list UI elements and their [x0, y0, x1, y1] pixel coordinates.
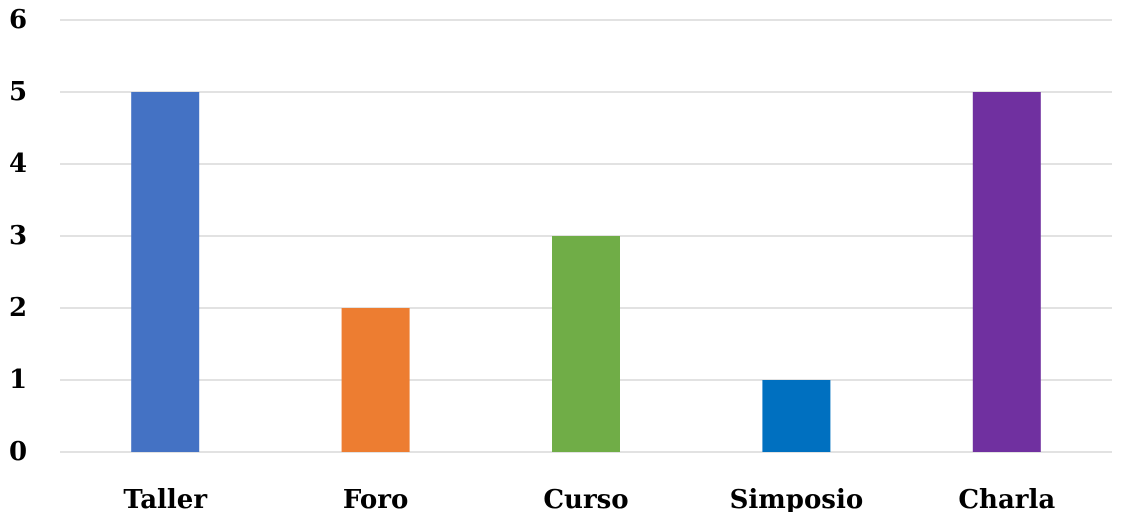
y-tick-label: 2 — [9, 293, 27, 323]
y-tick-label: 5 — [9, 77, 27, 107]
y-tick-label: 0 — [9, 437, 27, 467]
x-category-label: Simposio — [730, 485, 864, 512]
bar-curso — [552, 236, 620, 452]
y-tick-label: 4 — [9, 149, 27, 179]
x-category-label: Taller — [123, 485, 207, 512]
x-category-label: Charla — [958, 485, 1055, 512]
x-axis-category-labels: Taller Foro Curso Simposio Charla — [123, 485, 1055, 512]
y-tick-label: 1 — [9, 365, 27, 395]
bar-charla — [972, 92, 1041, 452]
bar-taller — [131, 92, 200, 452]
y-tick-label: 3 — [9, 221, 27, 251]
y-tick-label: 6 — [9, 5, 27, 35]
bar-foro — [341, 308, 410, 452]
y-axis-tick-labels: 0 1 2 3 4 5 6 — [9, 5, 27, 467]
x-category-label: Curso — [543, 485, 628, 512]
bar-simposio — [762, 380, 831, 452]
bars — [131, 92, 1041, 452]
x-category-label: Foro — [343, 485, 408, 512]
